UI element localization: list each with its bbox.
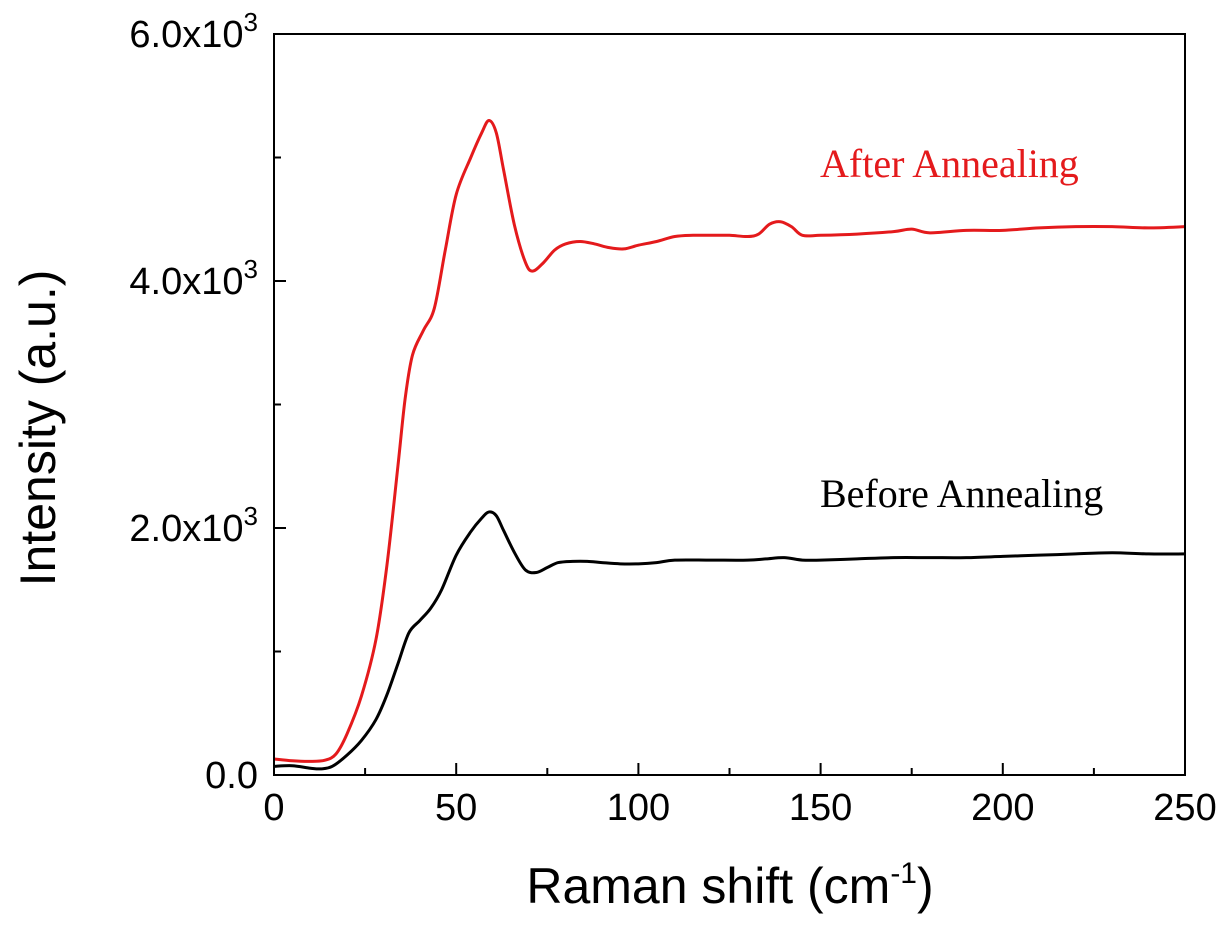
y-axis-title: Intensity (a.u.) — [10, 270, 66, 587]
x-tick-label: 200 — [971, 787, 1034, 829]
x-tick-label: 150 — [789, 787, 852, 829]
x-tick-label: 0 — [263, 787, 284, 829]
y-tick-mantissa: 2.0 — [129, 508, 182, 550]
x-tick-label: 250 — [1153, 787, 1216, 829]
y-tick-base: x10 — [182, 261, 243, 303]
y-tick-exponent: 3 — [244, 7, 258, 37]
series-line-after-annealing — [273, 118, 1186, 763]
series-line-before-annealing — [273, 510, 1186, 771]
x-tick-label: 50 — [435, 787, 477, 829]
y-tick-exponent: 3 — [244, 501, 258, 531]
data-series — [273, 118, 1186, 771]
y-tick-base: x10 — [182, 14, 243, 56]
x-axis-title: Raman shift (cm-1) — [526, 857, 933, 914]
x-axis-title-sup: -1 — [890, 857, 917, 890]
y-tick-exponent: 3 — [244, 254, 258, 284]
x-axis-title-end: ) — [917, 858, 934, 914]
series-label-after: After Annealing — [820, 141, 1079, 186]
y-tick-mantissa: 4.0 — [129, 261, 182, 303]
y-tick-mantissa: 6.0 — [129, 14, 182, 56]
y-tick-label: 0.0 — [205, 755, 258, 797]
y-tick-label: 4.0x103 — [129, 254, 258, 303]
x-tick-label: 100 — [607, 787, 670, 829]
y-tick-base: x10 — [182, 508, 243, 550]
series-label-before: Before Annealing — [820, 471, 1103, 516]
x-axis-title-main: Raman shift (cm — [526, 858, 890, 914]
y-tick-label: 2.0x103 — [129, 501, 258, 550]
y-tick-label: 6.0x103 — [129, 7, 258, 56]
y-tick-mantissa: 0.0 — [205, 755, 258, 797]
plot-frame — [273, 33, 1186, 776]
